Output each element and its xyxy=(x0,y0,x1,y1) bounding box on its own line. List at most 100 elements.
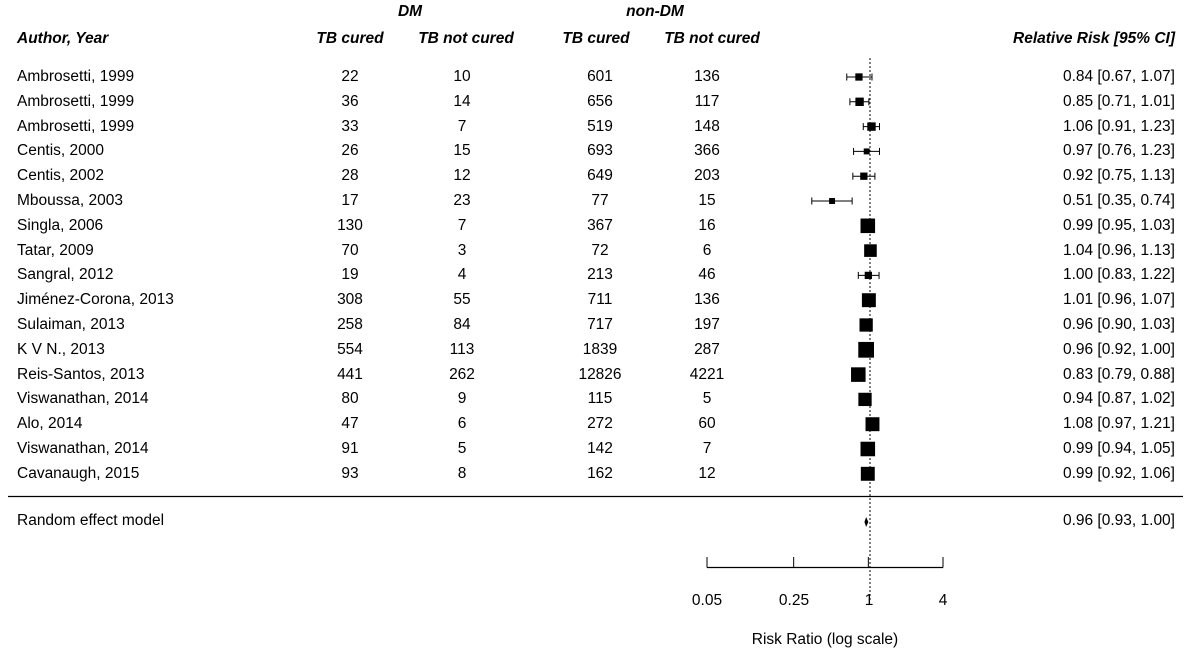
study-label: Cavanaugh, 2015 xyxy=(17,464,140,482)
header-nondm-not-cured: TB not cured xyxy=(664,30,760,47)
dm-cured-count: 93 xyxy=(341,464,359,482)
dm-cured-count: 19 xyxy=(341,266,359,284)
study-label: K V N., 2013 xyxy=(17,340,105,358)
x-axis-label: Risk Ratio (log scale) xyxy=(751,631,899,648)
nondm-not-cured-count: 203 xyxy=(694,167,720,185)
dm-cured-count: 258 xyxy=(337,316,363,333)
dm-not-cured-count: 23 xyxy=(453,192,471,209)
study-label: Sulaiman, 2013 xyxy=(17,316,125,333)
study-effect-box xyxy=(859,318,873,332)
nondm-not-cured-count: 16 xyxy=(698,216,716,234)
dm-cured-count: 554 xyxy=(337,340,363,358)
nondm-cured-count: 77 xyxy=(591,192,609,209)
study-effect-box xyxy=(861,293,876,308)
dm-not-cured-count: 262 xyxy=(449,365,475,383)
study-label: Centis, 2000 xyxy=(17,142,105,160)
dm-cured-count: 308 xyxy=(337,291,363,309)
nondm-cured-count: 12826 xyxy=(578,365,622,383)
dm-cured-count: 28 xyxy=(341,167,359,185)
dm-not-cured-count: 7 xyxy=(457,117,467,135)
study-effect-box xyxy=(829,198,836,204)
study-effect-box xyxy=(867,122,876,131)
study-ci-text: 0.96 [0.92, 1.00] xyxy=(1062,340,1175,358)
study-effect-box xyxy=(858,392,872,407)
study-effect-box xyxy=(864,271,872,280)
study-effect-box xyxy=(855,73,863,81)
study-label: Mboussa, 2003 xyxy=(17,192,123,209)
study-ci-text: 0.94 [0.87, 1.02] xyxy=(1062,390,1175,408)
dm-cured-count: 441 xyxy=(337,365,363,383)
dm-not-cured-count: 14 xyxy=(453,92,471,110)
study-label: Ambrosetti, 1999 xyxy=(17,117,135,135)
nondm-cured-count: 519 xyxy=(587,117,613,135)
study-ci-text: 0.96 [0.90, 1.03] xyxy=(1062,316,1175,333)
dm-cured-count: 91 xyxy=(341,440,359,457)
nondm-not-cured-count: 15 xyxy=(698,192,716,209)
nondm-not-cured-count: 5 xyxy=(702,390,712,408)
dm-not-cured-count: 7 xyxy=(457,216,467,234)
x-tick-label: 4 xyxy=(938,592,948,609)
study-effect-box xyxy=(855,97,864,106)
study-effect-box xyxy=(860,441,876,457)
study-ci-text: 0.97 [0.76, 1.23] xyxy=(1062,142,1175,160)
dm-not-cured-count: 10 xyxy=(453,68,471,85)
dm-cured-count: 17 xyxy=(341,192,359,209)
dm-cured-count: 33 xyxy=(341,117,359,135)
dm-not-cured-count: 12 xyxy=(453,167,471,185)
study-ci-text: 0.99 [0.92, 1.06] xyxy=(1062,464,1175,482)
x-tick-label: 0.05 xyxy=(691,592,723,609)
nondm-cured-count: 142 xyxy=(587,440,613,457)
study-ci-text: 1.06 [0.91, 1.23] xyxy=(1062,117,1175,135)
header-dm-not-cured: TB not cured xyxy=(418,30,514,47)
study-effect-box xyxy=(860,218,876,234)
header-relative-risk: Relative Risk [95% CI] xyxy=(1013,30,1175,47)
dm-cured-count: 26 xyxy=(341,142,359,160)
study-ci-text: 0.99 [0.95, 1.03] xyxy=(1062,216,1175,234)
study-label: Viswanathan, 2014 xyxy=(17,390,149,408)
summary-label: Random effect model xyxy=(17,512,165,529)
study-ci-text: 0.51 [0.35, 0.74] xyxy=(1062,192,1175,209)
study-ci-text: 0.84 [0.67, 1.07] xyxy=(1062,68,1175,85)
study-label: Ambrosetti, 1999 xyxy=(17,92,135,110)
nondm-not-cured-count: 46 xyxy=(698,266,716,284)
study-effect-box xyxy=(864,244,877,257)
nondm-cured-count: 72 xyxy=(591,241,609,259)
study-label: Centis, 2002 xyxy=(17,167,105,185)
x-tick-label: 0.25 xyxy=(778,592,810,609)
summary-ci-text: 0.96 [0.93, 1.00] xyxy=(1062,512,1175,529)
nondm-not-cured-count: 148 xyxy=(694,117,720,135)
dm-cured-count: 47 xyxy=(341,415,359,433)
summary-diamond xyxy=(864,517,869,527)
study-label: Jiménez-Corona, 2013 xyxy=(17,291,174,309)
nondm-cured-count: 162 xyxy=(587,464,613,482)
nondm-cured-count: 649 xyxy=(587,167,613,185)
nondm-cured-count: 693 xyxy=(587,142,613,160)
nondm-cured-count: 272 xyxy=(587,415,613,433)
header-author-year: Author, Year xyxy=(17,30,109,47)
dm-not-cured-count: 55 xyxy=(453,291,471,309)
nondm-not-cured-count: 6 xyxy=(702,241,712,259)
nondm-not-cured-count: 197 xyxy=(694,316,720,333)
study-label: Singla, 2006 xyxy=(17,216,104,234)
nondm-not-cured-count: 7 xyxy=(702,440,712,457)
study-effect-box xyxy=(865,417,880,432)
nondm-cured-count: 213 xyxy=(587,266,613,284)
study-ci-text: 0.92 [0.75, 1.13] xyxy=(1062,167,1175,185)
header-dm-cured: TB cured xyxy=(316,30,384,47)
study-ci-text: 0.99 [0.94, 1.05] xyxy=(1062,440,1175,457)
dm-cured-count: 70 xyxy=(341,241,359,259)
study-ci-text: 0.85 [0.71, 1.01] xyxy=(1062,92,1175,110)
dm-cured-count: 36 xyxy=(341,92,359,110)
dm-not-cured-count: 9 xyxy=(457,390,467,408)
dm-not-cured-count: 5 xyxy=(457,440,467,457)
nondm-cured-count: 367 xyxy=(587,216,613,234)
dm-not-cured-count: 6 xyxy=(457,415,467,433)
study-ci-text: 1.01 [0.96, 1.07] xyxy=(1062,291,1175,309)
nondm-cured-count: 1839 xyxy=(582,340,618,358)
nondm-cured-count: 601 xyxy=(587,68,613,85)
nondm-not-cured-count: 4221 xyxy=(689,365,725,383)
dm-not-cured-count: 84 xyxy=(453,316,471,333)
study-effect-box xyxy=(851,367,866,382)
study-ci-text: 1.08 [0.97, 1.21] xyxy=(1062,415,1175,433)
